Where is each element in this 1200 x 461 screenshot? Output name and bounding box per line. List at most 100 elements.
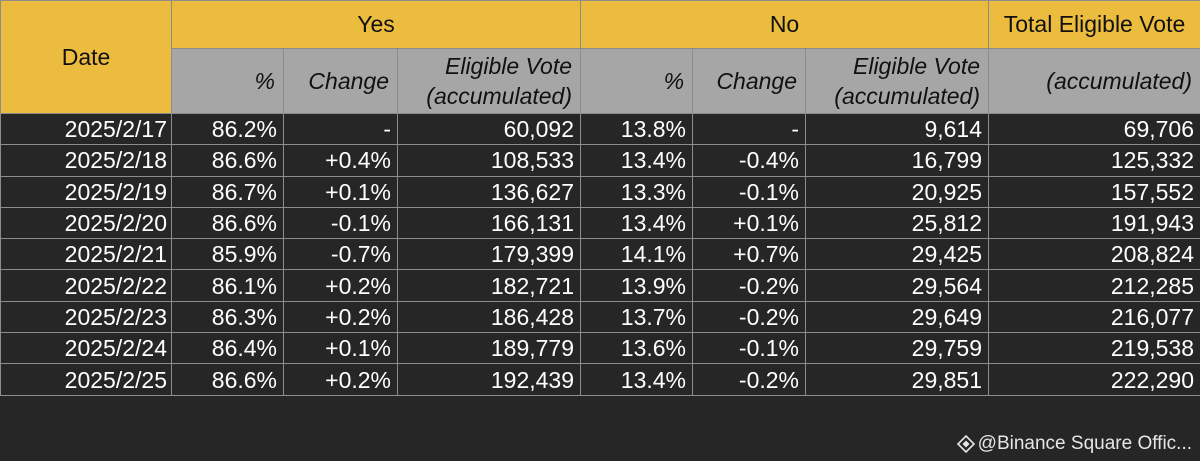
value-cell: +0.2% xyxy=(283,269,398,302)
data-row: 2025/2/20 86.6% -0.1% 166,131 13.4% +0.1% 25,8… xyxy=(0,206,1200,240)
data-row: 2025/2/18 86.6% +0.4% 108,533 13.4% -0.4% 16,7… xyxy=(0,144,1200,177)
value-cell: 13.7% xyxy=(580,300,694,334)
date-cell: 2025/2/19 xyxy=(0,175,172,208)
value-cell: 86.4% xyxy=(171,332,284,365)
data-row: 2025/2/23 86.3% +0.2% 186,428 13.7% -0.2% 29,6… xyxy=(0,300,1200,334)
column-header: % xyxy=(580,48,694,114)
value-cell: 192,439 xyxy=(396,363,582,396)
value-cell: 29,425 xyxy=(805,238,990,271)
value-cell: +0.2% xyxy=(283,300,398,334)
value-cell: 13.9% xyxy=(580,269,694,302)
column-header: Change xyxy=(692,48,807,114)
data-row: 2025/2/21 85.9% -0.7% 179,399 14.1% +0.7% 29,4… xyxy=(0,238,1200,271)
value-cell: 86.6% xyxy=(171,144,284,177)
value-cell: -0.2% xyxy=(692,300,807,334)
value-cell: 85.9% xyxy=(171,238,284,271)
value-cell: 86.6% xyxy=(171,363,284,396)
group-header: No xyxy=(580,0,990,49)
value-cell: -0.1% xyxy=(692,175,807,208)
value-cell: -0.2% xyxy=(692,363,807,396)
data-row: 2025/2/22 86.1% +0.2% 182,721 13.9% -0.2% 29,5… xyxy=(0,269,1200,302)
column-header: Change xyxy=(283,48,398,114)
value-cell: 86.3% xyxy=(171,300,284,334)
column-header-row: % Change Eligible Vote (accumulated)% Chang… xyxy=(1,48,1200,114)
value-cell: 208,824 xyxy=(988,238,1200,271)
value-cell: 186,428 xyxy=(396,300,582,334)
value-cell: 14.1% xyxy=(580,238,694,271)
date-cell: 2025/2/17 xyxy=(0,112,172,146)
value-cell: - xyxy=(692,112,807,146)
watermark: @Binance Square Offic... xyxy=(956,433,1192,455)
value-cell: 13.8% xyxy=(580,112,694,146)
value-cell: - xyxy=(283,112,398,146)
value-cell: 86.2% xyxy=(171,112,284,146)
date-cell: 2025/2/23 xyxy=(0,300,172,334)
value-cell: -0.2% xyxy=(692,269,807,302)
value-cell: 29,564 xyxy=(805,269,990,302)
watermark-text: @Binance Square Offic... xyxy=(977,433,1192,454)
value-cell: 212,285 xyxy=(988,269,1200,302)
value-cell: 9,614 xyxy=(805,112,990,146)
value-cell: 29,851 xyxy=(805,363,990,396)
value-cell: 216,077 xyxy=(988,300,1200,334)
value-cell: 182,721 xyxy=(396,269,582,302)
value-cell: 86.6% xyxy=(171,206,284,240)
value-cell: -0.1% xyxy=(283,206,398,240)
column-header: % xyxy=(171,48,284,114)
value-cell: 125,332 xyxy=(988,144,1200,177)
value-cell: 29,649 xyxy=(805,300,990,334)
data-row: 2025/2/19 86.7% +0.1% 136,627 13.3% -0.1% 20,9… xyxy=(0,175,1200,208)
value-cell: 219,538 xyxy=(988,332,1200,365)
value-cell: 60,092 xyxy=(396,112,582,146)
value-cell: 13.4% xyxy=(580,206,694,240)
date-cell: 2025/2/22 xyxy=(0,269,172,302)
date-cell: 2025/2/20 xyxy=(0,206,172,240)
group-header-row: Date Yes No Total Eligible Vote xyxy=(0,0,1200,114)
column-header: Eligible Vote (accumulated) xyxy=(805,48,990,114)
value-cell: 166,131 xyxy=(396,206,582,240)
date-header: Date xyxy=(0,0,172,114)
value-cell: 69,706 xyxy=(988,112,1200,146)
value-cell: 20,925 xyxy=(805,175,990,208)
data-row: 2025/2/17 86.2% -60,092 13.8% -9,614 69,706 xyxy=(0,112,1200,146)
value-cell: 29,759 xyxy=(805,332,990,365)
value-cell: 136,627 xyxy=(396,175,582,208)
value-cell: 16,799 xyxy=(805,144,990,177)
value-cell: +0.7% xyxy=(692,238,807,271)
table-body: 2025/2/17 86.2% -60,092 13.8% -9,614 69,706 20… xyxy=(0,112,1200,396)
column-header: (accumulated) xyxy=(988,48,1200,114)
value-cell: 13.6% xyxy=(580,332,694,365)
date-cell: 2025/2/18 xyxy=(0,144,172,177)
value-cell: 157,552 xyxy=(988,175,1200,208)
data-row: 2025/2/24 86.4% +0.1% 189,779 13.6% -0.1% 29,7… xyxy=(0,332,1200,365)
value-cell: 191,943 xyxy=(988,206,1200,240)
value-cell: 86.1% xyxy=(171,269,284,302)
value-cell: 222,290 xyxy=(988,363,1200,396)
value-cell: -0.7% xyxy=(283,238,398,271)
value-cell: +0.1% xyxy=(692,206,807,240)
value-cell: 13.3% xyxy=(580,175,694,208)
date-cell: 2025/2/25 xyxy=(0,363,172,396)
vote-table: Date Yes No Total Eligible Vote % Change E… xyxy=(0,0,1200,396)
value-cell: 179,399 xyxy=(396,238,582,271)
value-cell: +0.1% xyxy=(283,175,398,208)
date-cell: 2025/2/24 xyxy=(0,332,172,365)
data-row: 2025/2/25 86.6% +0.2% 192,439 13.4% -0.2% 29,8… xyxy=(0,363,1200,396)
value-cell: 25,812 xyxy=(805,206,990,240)
value-cell: 13.4% xyxy=(580,363,694,396)
value-cell: 189,779 xyxy=(396,332,582,365)
value-cell: +0.4% xyxy=(283,144,398,177)
value-cell: 108,533 xyxy=(396,144,582,177)
group-header: Total Eligible Vote xyxy=(988,0,1200,49)
value-cell: +0.2% xyxy=(283,363,398,396)
column-header: Eligible Vote (accumulated) xyxy=(396,48,582,114)
value-cell: 86.7% xyxy=(171,175,284,208)
value-cell: -0.1% xyxy=(692,332,807,365)
date-cell: 2025/2/21 xyxy=(0,238,172,271)
value-cell: 13.4% xyxy=(580,144,694,177)
value-cell: -0.4% xyxy=(692,144,807,177)
watermark-icon xyxy=(956,434,975,454)
value-cell: +0.1% xyxy=(283,332,398,365)
table-header: Date Yes No Total Eligible Vote % Change E… xyxy=(0,0,1200,114)
